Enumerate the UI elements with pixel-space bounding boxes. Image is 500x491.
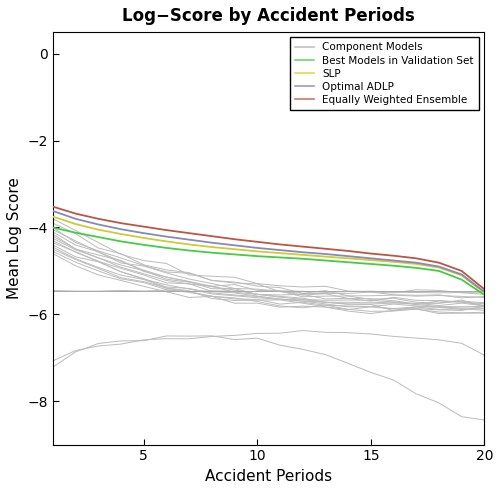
Title: Log−Score by Accident Periods: Log−Score by Accident Periods <box>122 7 415 25</box>
Y-axis label: Mean Log Score: Mean Log Score <box>7 177 22 300</box>
X-axis label: Accident Periods: Accident Periods <box>205 469 332 484</box>
Legend: Component Models, Best Models in Validation Set, SLP, Optimal ADLP, Equally Weig: Component Models, Best Models in Validat… <box>290 37 479 110</box>
